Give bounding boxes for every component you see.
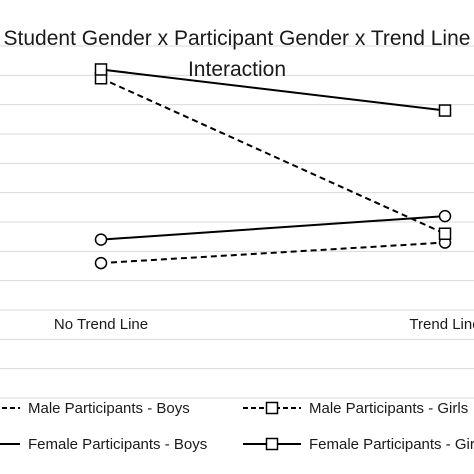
- point-male-participants-girls-trend-line: [438, 227, 452, 240]
- legend: Male Participants - Boys Male Participant…: [0, 400, 474, 453]
- chart-title: Student Gender x Participant Gender x Tr…: [4, 27, 471, 81]
- point-female-participants-boys-no-trend-line: [94, 233, 108, 246]
- point-female-participants-girls-no-trend-line: [94, 63, 108, 76]
- gridlines: [0, 45, 474, 399]
- legend-label-male-participants-girls: Male Participants - Girls: [309, 400, 468, 417]
- x-tick-label-trend-line: Trend Line: [409, 316, 474, 333]
- chart-title-line-2: Interaction: [188, 58, 286, 81]
- chart-title-line-1: Student Gender x Participant Gender x Tr…: [4, 27, 471, 50]
- legend-marker-female-participants-girls: [265, 437, 279, 451]
- x-axis-ticks: No Trend Line Trend Line: [54, 316, 474, 333]
- legend-marker-male-participants-girls: [265, 401, 279, 415]
- point-male-participants-boys-no-trend-line: [94, 256, 108, 270]
- series-line-male-participants-girls: [100, 77, 446, 235]
- series-lines: [100, 68, 446, 265]
- series-line-female-participants-girls: [100, 68, 446, 112]
- series-markers: [94, 63, 452, 270]
- legend-label-male-participants-boys: Male Participants - Boys: [28, 400, 190, 417]
- x-tick-label-no-trend-line: No Trend Line: [54, 316, 148, 333]
- point-female-participants-girls-trend-line: [438, 104, 452, 117]
- series-line-male-participants-boys: [100, 241, 446, 265]
- legend-label-female-participants-girls: Female Participants - Girls: [309, 436, 474, 453]
- point-female-participants-boys-trend-line: [438, 209, 452, 223]
- legend-label-female-participants-boys: Female Participants - Boys: [28, 436, 207, 453]
- series-line-female-participants-boys: [100, 215, 446, 241]
